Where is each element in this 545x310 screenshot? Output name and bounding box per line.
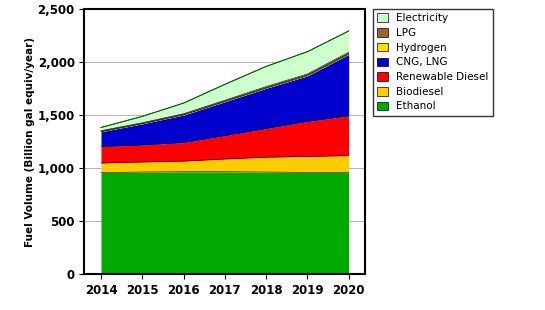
Legend: Electricity, LPG, Hydrogen, CNG, LNG, Renewable Diesel, Biodiesel, Ethanol: Electricity, LPG, Hydrogen, CNG, LNG, Re…	[373, 9, 493, 116]
Y-axis label: Fuel Volume (Billion gal equiv/year): Fuel Volume (Billion gal equiv/year)	[25, 37, 35, 247]
